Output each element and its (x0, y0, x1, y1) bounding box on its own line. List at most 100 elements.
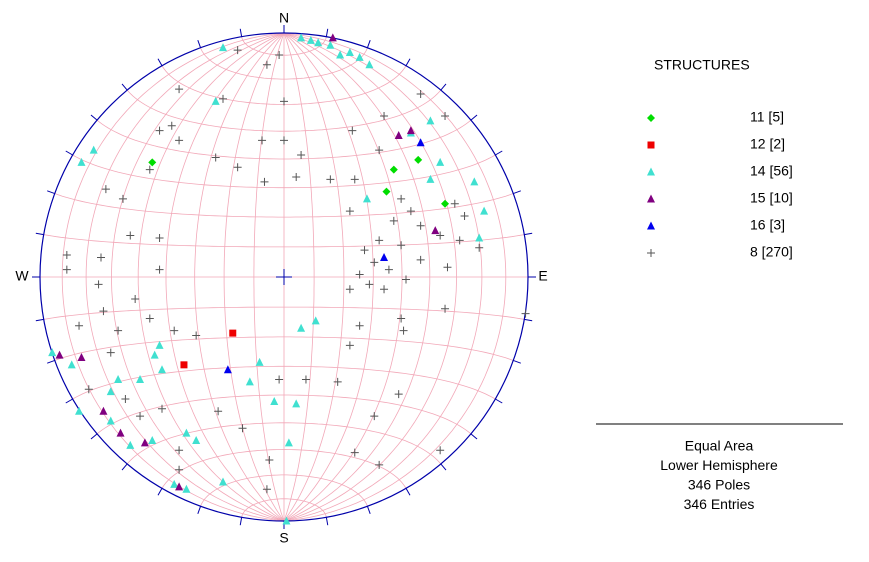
point (148, 435, 157, 444)
net-line (200, 474, 368, 507)
point (441, 304, 450, 313)
point (441, 199, 450, 208)
point (292, 172, 301, 181)
point (297, 33, 306, 42)
info-line: 346 Entries (684, 496, 755, 512)
point (55, 350, 64, 359)
point (333, 377, 342, 386)
point (150, 350, 159, 359)
net-line (126, 422, 442, 465)
point (350, 175, 359, 184)
point (450, 199, 459, 208)
point (416, 221, 425, 230)
info-line: Equal Area (685, 438, 754, 454)
point (155, 340, 164, 349)
point (362, 194, 371, 203)
point (345, 341, 354, 350)
azimuth-tick (325, 28, 329, 37)
info-line: 346 Poles (688, 477, 750, 493)
point (180, 361, 188, 369)
point (345, 48, 354, 57)
point (280, 136, 288, 145)
point (370, 258, 379, 267)
azimuth-tick (121, 83, 128, 91)
point (262, 485, 271, 494)
point (121, 395, 130, 403)
point (245, 377, 254, 386)
point (158, 404, 166, 413)
legend-label: 8 [270] (750, 244, 793, 260)
point (380, 285, 389, 294)
point (360, 246, 369, 255)
point (77, 353, 86, 362)
point (375, 460, 384, 469)
point (426, 174, 435, 183)
azimuth-tick (47, 190, 55, 195)
point (175, 482, 184, 491)
point (389, 216, 398, 225)
legend-label: 15 [10] (750, 190, 793, 206)
south-label: S (279, 530, 288, 546)
point (394, 390, 403, 399)
point (350, 448, 359, 457)
net-line (43, 306, 525, 320)
point (155, 233, 164, 242)
point (114, 326, 123, 335)
north-label: N (279, 10, 289, 26)
point (116, 428, 125, 437)
net-line (241, 36, 327, 56)
point (145, 165, 154, 174)
point (126, 440, 135, 449)
point (258, 136, 267, 145)
east-label: E (538, 268, 547, 284)
point (148, 158, 157, 167)
azimuth-tick (440, 83, 447, 91)
azimuth-tick (440, 463, 447, 471)
point (155, 265, 164, 274)
azimuth-tick (470, 433, 478, 440)
point (480, 206, 489, 215)
point (280, 97, 288, 106)
point (389, 165, 398, 174)
point (314, 38, 323, 47)
point (158, 365, 166, 374)
point (140, 438, 149, 447)
azimuth-tick (470, 114, 478, 121)
point (443, 263, 452, 272)
point (170, 479, 179, 488)
net-line (54, 336, 514, 361)
azimuth-tick (65, 150, 73, 156)
azimuth-tick (197, 506, 202, 514)
point (394, 130, 403, 139)
point (106, 416, 115, 425)
point (101, 185, 110, 194)
azimuth-tick (239, 517, 243, 526)
point (175, 465, 184, 474)
point (426, 116, 435, 125)
point (326, 175, 335, 184)
point (436, 446, 445, 455)
point (311, 316, 320, 325)
azimuth-tick (47, 359, 55, 364)
point (75, 321, 84, 330)
point (475, 233, 484, 242)
point (326, 40, 335, 49)
legend-swatch (647, 221, 655, 230)
point (255, 357, 264, 366)
point (336, 50, 345, 59)
point (345, 207, 354, 216)
legend-label: 11 [5] (750, 109, 784, 125)
point (192, 331, 201, 340)
azimuth-tick (157, 488, 163, 496)
point (414, 155, 423, 164)
legend-label: 14 [56] (750, 163, 793, 179)
info-line: Lower Hemisphere (660, 457, 778, 473)
point (370, 412, 379, 421)
point (265, 456, 274, 464)
point (436, 231, 445, 240)
point (292, 399, 301, 408)
point (365, 60, 374, 69)
point (441, 111, 450, 120)
azimuth-tick (513, 190, 521, 195)
azimuth-tick (325, 517, 329, 526)
